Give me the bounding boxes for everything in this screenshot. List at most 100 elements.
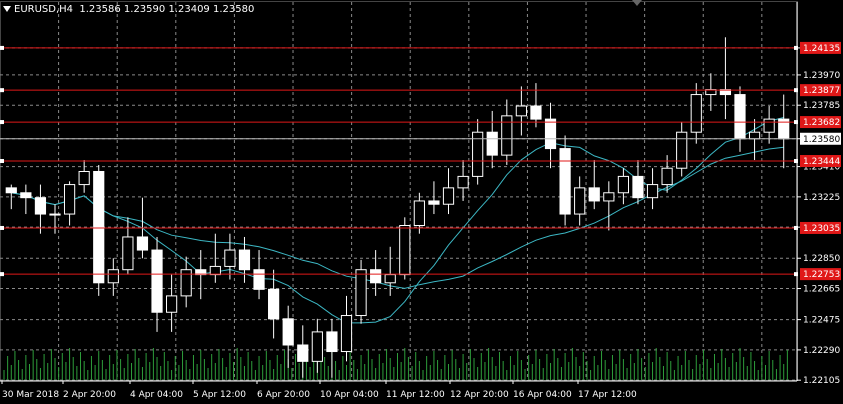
plot-border bbox=[0, 1, 798, 381]
candle-bull bbox=[501, 115, 513, 156]
candle-bull bbox=[122, 236, 134, 271]
level-price-tag bbox=[800, 84, 841, 97]
level-anchor-right[interactable] bbox=[794, 120, 798, 125]
candle-bear bbox=[93, 170, 105, 284]
candle-bear bbox=[370, 269, 382, 284]
x-tick-label: 17 Apr 12:00 bbox=[578, 390, 637, 400]
y-tick-label: 1.22105 bbox=[803, 376, 840, 386]
candle-bull bbox=[617, 175, 629, 194]
candle-bull bbox=[224, 249, 236, 267]
candle-bear bbox=[34, 197, 47, 215]
level-anchor-right[interactable] bbox=[794, 88, 798, 93]
level-price-label: 1.23444 bbox=[803, 157, 840, 167]
y-tick-label: 1.22665 bbox=[803, 285, 840, 295]
candle-bear bbox=[486, 131, 498, 156]
candle-bear bbox=[588, 187, 600, 202]
candle-bear bbox=[297, 344, 309, 362]
candle-bull bbox=[442, 187, 455, 205]
chart-shift-arrow-icon[interactable] bbox=[632, 0, 642, 6]
candle-bull bbox=[63, 184, 76, 215]
level-price-tag bbox=[800, 221, 841, 234]
level-price-tag bbox=[800, 155, 841, 168]
symbol-header: EURUSD,H4 1.23586 1.23590 1.23409 1.2358… bbox=[3, 2, 254, 16]
candle-bull bbox=[472, 131, 484, 177]
x-tick-label: 6 Apr 20:00 bbox=[257, 390, 310, 400]
candle-bear bbox=[428, 200, 440, 205]
level-anchor-right[interactable] bbox=[794, 272, 798, 277]
candle-bear bbox=[20, 192, 32, 199]
candle-bear bbox=[253, 269, 265, 290]
current-price-label: 1.23580 bbox=[803, 135, 840, 145]
level-anchor-left[interactable] bbox=[0, 88, 4, 93]
candle-bull bbox=[340, 315, 353, 353]
x-tick-label: 5 Apr 12:00 bbox=[193, 390, 246, 400]
candle-bull bbox=[690, 94, 702, 133]
candle-bull bbox=[384, 274, 396, 284]
x-tick-label: 2 Apr 20:00 bbox=[63, 390, 116, 400]
candle-bear bbox=[544, 118, 557, 150]
candle-bull bbox=[676, 131, 688, 169]
y-tick-label: 1.22475 bbox=[803, 316, 840, 326]
level-anchor-right[interactable] bbox=[794, 225, 798, 230]
candle-bull bbox=[311, 331, 323, 362]
candle-bear bbox=[268, 288, 280, 320]
symbol-timeframe: EURUSD,H4 bbox=[14, 3, 74, 15]
y-tick-label: 1.23785 bbox=[803, 101, 840, 111]
candle-bull bbox=[355, 269, 367, 317]
candle-bear bbox=[559, 148, 571, 215]
candle-bear bbox=[282, 318, 294, 346]
candle-bear bbox=[151, 249, 163, 313]
level-price-label: 1.23877 bbox=[803, 86, 840, 96]
level-anchor-left[interactable] bbox=[0, 120, 4, 125]
y-tick-label: 1.22290 bbox=[803, 346, 840, 356]
candle-bull bbox=[457, 175, 469, 189]
candle-bear bbox=[5, 187, 17, 194]
level-price-tag bbox=[800, 116, 841, 129]
level-anchor-left[interactable] bbox=[0, 159, 4, 164]
candle-bear bbox=[238, 249, 251, 271]
candle-bull bbox=[603, 192, 615, 202]
candle-bull bbox=[166, 295, 178, 313]
level-anchor-right[interactable] bbox=[794, 45, 798, 50]
level-price-label: 1.23035 bbox=[803, 224, 840, 234]
x-tick-label: 10 Apr 04:00 bbox=[320, 390, 379, 400]
x-tick-label: 4 Apr 04:00 bbox=[130, 390, 183, 400]
x-tick-label: 11 Apr 12:00 bbox=[386, 390, 445, 400]
level-anchor-right[interactable] bbox=[794, 159, 798, 164]
candle-bull bbox=[399, 225, 411, 276]
candle-bear bbox=[326, 331, 338, 353]
candle-bull bbox=[49, 213, 61, 216]
x-tick-label: 16 Apr 04:00 bbox=[513, 390, 572, 400]
level-price-tag bbox=[800, 268, 841, 281]
candle-bull bbox=[180, 269, 192, 297]
current-price-tag bbox=[800, 132, 841, 145]
y-tick-label: 1.23410 bbox=[803, 163, 840, 173]
candle-bull bbox=[748, 131, 761, 140]
y-tick-label: 1.23225 bbox=[803, 193, 840, 203]
candle-bull bbox=[209, 265, 221, 276]
candle-bull bbox=[107, 269, 119, 284]
candle-bull bbox=[515, 105, 527, 117]
level-price-label: 1.23682 bbox=[803, 118, 840, 128]
candle-bull bbox=[78, 170, 90, 186]
level-anchor-left[interactable] bbox=[0, 225, 4, 230]
y-tick-label: 1.23970 bbox=[803, 71, 840, 81]
level-anchor-left[interactable] bbox=[0, 45, 4, 50]
candle-bear bbox=[632, 175, 644, 199]
candle-bull bbox=[413, 200, 425, 227]
candle-bear bbox=[136, 236, 149, 251]
candle-bear bbox=[530, 105, 542, 120]
candle-bear bbox=[734, 94, 746, 140]
dropdown-triangle-icon[interactable] bbox=[3, 6, 11, 12]
level-anchor-left[interactable] bbox=[0, 272, 4, 277]
level-price-tag bbox=[800, 41, 841, 54]
candle-bull bbox=[661, 167, 673, 186]
level-price-label: 1.22753 bbox=[803, 270, 840, 280]
ohlc-quote: 1.23586 1.23590 1.23409 1.23580 bbox=[79, 3, 255, 15]
level-price-label: 1.24135 bbox=[803, 44, 840, 54]
moving-average-fast bbox=[11, 117, 784, 324]
candle-bull bbox=[574, 187, 586, 215]
candle-bull bbox=[763, 118, 775, 133]
